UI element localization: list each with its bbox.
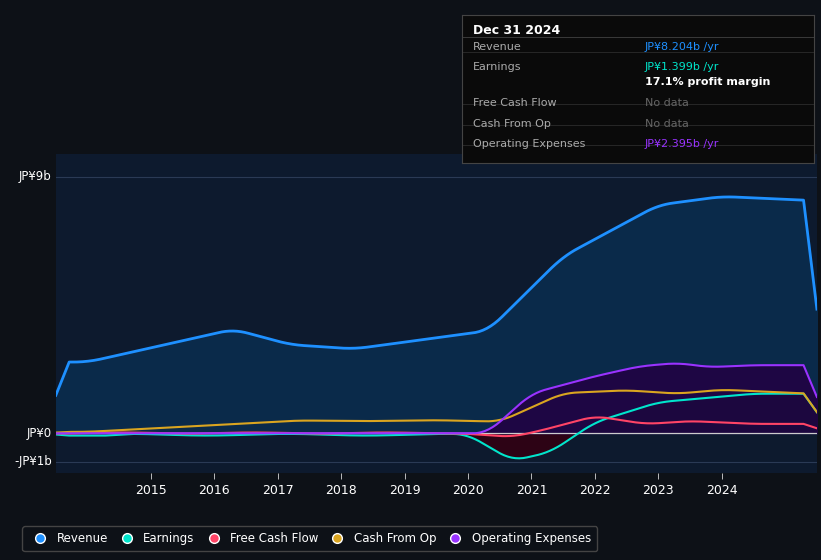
Text: No data: No data (645, 98, 689, 108)
Text: Revenue: Revenue (473, 41, 521, 52)
Text: Earnings: Earnings (473, 62, 521, 72)
Text: JP¥8.204b /yr: JP¥8.204b /yr (645, 41, 719, 52)
Text: No data: No data (645, 119, 689, 129)
Text: Free Cash Flow: Free Cash Flow (473, 98, 556, 108)
Text: 17.1% profit margin: 17.1% profit margin (645, 77, 770, 87)
Text: JP¥9b: JP¥9b (19, 170, 52, 183)
Text: Cash From Op: Cash From Op (473, 119, 550, 129)
Text: JP¥2.395b /yr: JP¥2.395b /yr (645, 139, 719, 150)
Text: JP¥1.399b /yr: JP¥1.399b /yr (645, 62, 719, 72)
Legend: Revenue, Earnings, Free Cash Flow, Cash From Op, Operating Expenses: Revenue, Earnings, Free Cash Flow, Cash … (22, 526, 597, 551)
Text: Operating Expenses: Operating Expenses (473, 139, 585, 150)
Text: -JP¥1b: -JP¥1b (14, 455, 52, 468)
Text: Dec 31 2024: Dec 31 2024 (473, 24, 560, 37)
Text: JP¥0: JP¥0 (26, 427, 52, 440)
